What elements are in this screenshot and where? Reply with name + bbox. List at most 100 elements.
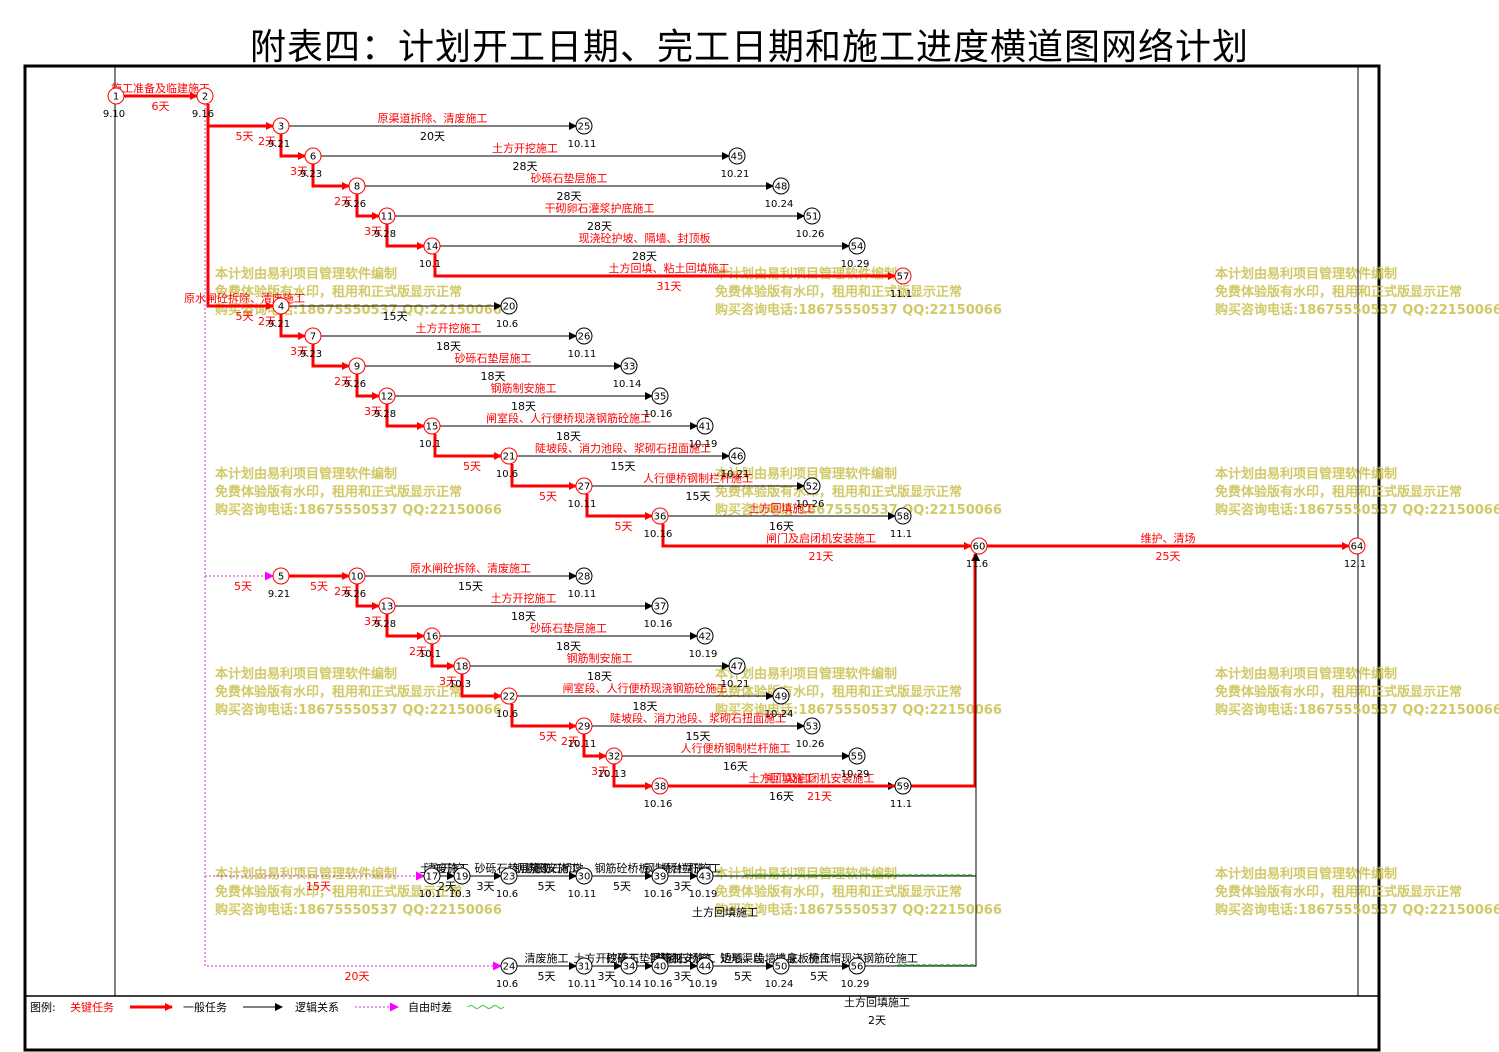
activity-32-38[interactable]: 3天 xyxy=(591,764,653,790)
activity-36-60[interactable]: 闸门及启闭机安装施工 21天 xyxy=(661,524,972,563)
node-19[interactable]: 19 10.3 xyxy=(449,867,471,900)
activity-21-46[interactable]: 陡坡段、消力池段、浆砌石扭面施工 15天 xyxy=(517,441,730,473)
activity-3-25[interactable]: 原渠道拆除、清废施工 20天 xyxy=(289,111,577,143)
node-1[interactable]: 19.10 xyxy=(103,87,125,120)
activity-30-39[interactable]: 浆砌石桥墩、钢筋砼桥板、桥台帽施工 5天 xyxy=(529,861,716,893)
node-circle[interactable] xyxy=(651,507,669,525)
activity-5-10[interactable]: 5天 xyxy=(289,572,350,593)
node-circle[interactable] xyxy=(772,177,790,195)
activity-10-13[interactable]: 2天 xyxy=(334,584,380,610)
node-circle[interactable] xyxy=(696,957,714,975)
node-circle[interactable] xyxy=(620,357,638,375)
node-circle[interactable] xyxy=(696,627,714,645)
activity-22-29[interactable]: 5天 xyxy=(510,704,577,743)
activity-line[interactable] xyxy=(385,404,425,430)
activity-16-42[interactable]: 砂砾石垫层施工 18天 xyxy=(440,621,698,653)
node-circle[interactable] xyxy=(107,87,125,105)
activity-line[interactable] xyxy=(311,164,350,190)
node-26[interactable]: 26 10.11 xyxy=(568,327,597,360)
node-41[interactable]: 41 10.19 xyxy=(689,417,718,450)
node-circle[interactable] xyxy=(772,687,790,705)
activity-9-12[interactable]: 2天 xyxy=(334,374,380,400)
node-circle[interactable] xyxy=(728,447,746,465)
activity-11-51[interactable]: 干砌卵石灌浆护底施工 28天 xyxy=(395,201,805,233)
activity-22-49[interactable]: 闸室段、人行便桥现浇钢筋砼施工 18天 xyxy=(517,681,774,713)
node-35[interactable]: 35 10.16 xyxy=(644,387,673,420)
activity-29-32[interactable]: 2天 xyxy=(561,734,607,760)
node-circle[interactable] xyxy=(848,957,866,975)
node-circle[interactable] xyxy=(500,867,518,885)
activity-line[interactable] xyxy=(433,434,502,460)
node-38[interactable]: 38 10.16 xyxy=(644,777,673,810)
activity-line[interactable] xyxy=(433,254,896,280)
node-50[interactable]: 50 10.24 xyxy=(765,957,794,990)
node-3[interactable]: 39.21 xyxy=(268,117,290,150)
activity-24-31[interactable]: 清废施工 5天 xyxy=(517,951,577,983)
activity-23-30[interactable]: 钢筋制安施工 5天 xyxy=(514,861,580,893)
node-circle[interactable] xyxy=(651,777,669,795)
node-circle[interactable] xyxy=(696,867,714,885)
node-40[interactable]: 40 10.16 xyxy=(644,957,673,990)
node-2[interactable]: 29.16 xyxy=(192,87,214,120)
node-33[interactable]: 33 10.14 xyxy=(613,357,642,390)
node-12[interactable]: 129.28 xyxy=(374,387,396,420)
node-circle[interactable] xyxy=(272,117,290,135)
node-circle[interactable] xyxy=(272,297,290,315)
node-circle[interactable] xyxy=(575,717,593,735)
node-circle[interactable] xyxy=(620,957,638,975)
node-6[interactable]: 69.23 xyxy=(300,147,322,180)
activity-7-26[interactable]: 土方开挖施工 18天 xyxy=(321,321,577,353)
node-27[interactable]: 27 10.11 xyxy=(568,477,597,510)
activity-9-33[interactable]: 砂砾石垫层施工 18天 xyxy=(365,351,622,383)
activity-line[interactable] xyxy=(430,644,455,670)
node-circle[interactable] xyxy=(803,477,821,495)
activity-27-52[interactable]: 人行便桥钢制栏杆施工 15天 xyxy=(592,471,805,503)
node-47[interactable]: 47 10.21 xyxy=(721,657,750,690)
activity-line[interactable] xyxy=(206,104,274,310)
node-45[interactable]: 45 10.21 xyxy=(721,147,750,180)
node-51[interactable]: 51 10.26 xyxy=(796,207,825,240)
activity-line[interactable] xyxy=(355,374,380,400)
activity-18-47[interactable]: 钢筋制安施工 18天 xyxy=(470,651,730,683)
activity-1-2[interactable]: 施工准备及临建施工 6天 xyxy=(111,81,210,113)
activity-43-60[interactable]: 土方回填施工 xyxy=(692,553,980,919)
node-circle[interactable] xyxy=(728,147,746,165)
activity-line[interactable] xyxy=(279,314,306,340)
node-5[interactable]: 59.21 xyxy=(268,567,290,600)
node-circle[interactable] xyxy=(423,867,441,885)
node-31[interactable]: 31 10.11 xyxy=(568,957,597,990)
activity-8-11[interactable]: 2天 xyxy=(334,194,380,220)
node-44[interactable]: 44 10.19 xyxy=(689,957,718,990)
activity-18-22[interactable]: 3天 xyxy=(439,674,502,700)
activity-line[interactable] xyxy=(355,194,380,220)
node-circle[interactable] xyxy=(575,867,593,885)
node-20[interactable]: 20 10.6 xyxy=(496,297,518,330)
node-4[interactable]: 49.21 xyxy=(268,297,290,330)
activity-15-21[interactable]: 5天 xyxy=(433,434,502,473)
activity-11-14[interactable]: 3天 xyxy=(364,224,425,250)
activity-line[interactable] xyxy=(204,104,502,971)
node-21[interactable]: 21 10.6 xyxy=(496,447,518,480)
node-circle[interactable] xyxy=(575,957,593,975)
node-circle[interactable] xyxy=(728,657,746,675)
node-14[interactable]: 14 10.1 xyxy=(419,237,441,270)
node-9[interactable]: 99.26 xyxy=(344,357,366,390)
node-circle[interactable] xyxy=(500,687,518,705)
node-15[interactable]: 15 10.1 xyxy=(419,417,441,450)
node-circle[interactable] xyxy=(970,537,988,555)
node-circle[interactable] xyxy=(772,957,790,975)
activity-7-9[interactable]: 3天 xyxy=(290,344,350,370)
node-circle[interactable] xyxy=(378,207,396,225)
node-circle[interactable] xyxy=(651,957,669,975)
node-39[interactable]: 39 10.16 xyxy=(644,867,673,900)
node-circle[interactable] xyxy=(894,777,912,795)
activity-32-55[interactable]: 人行便桥钢制栏杆施工 16天 xyxy=(622,741,850,773)
node-circle[interactable] xyxy=(575,477,593,495)
node-8[interactable]: 89.26 xyxy=(344,177,366,210)
node-circle[interactable] xyxy=(605,747,623,765)
node-circle[interactable] xyxy=(378,597,396,615)
node-circle[interactable] xyxy=(196,87,214,105)
activity-16-18[interactable]: 2天 xyxy=(409,644,455,670)
node-circle[interactable] xyxy=(500,957,518,975)
activity-12-35[interactable]: 钢筋制安施工 18天 xyxy=(395,381,653,413)
